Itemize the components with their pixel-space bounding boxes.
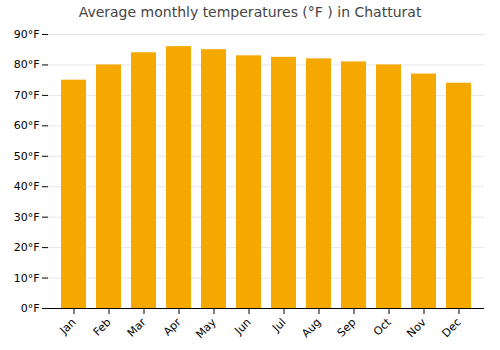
svg-text:Dec: Dec	[439, 316, 463, 340]
svg-text:Mar: Mar	[125, 315, 149, 339]
svg-text:Apr: Apr	[161, 315, 184, 338]
svg-text:30°F: 30°F	[14, 211, 40, 224]
svg-text:70°F: 70°F	[14, 89, 40, 102]
svg-text:Jun: Jun	[232, 316, 254, 338]
svg-text:50°F: 50°F	[14, 150, 40, 163]
svg-text:May: May	[193, 315, 219, 341]
svg-text:20°F: 20°F	[14, 241, 40, 254]
svg-text:60°F: 60°F	[14, 119, 40, 132]
svg-text:40°F: 40°F	[14, 180, 40, 193]
svg-text:Aug: Aug	[299, 316, 323, 340]
svg-text:10°F: 10°F	[14, 272, 40, 285]
svg-text:Sep: Sep	[335, 316, 359, 340]
svg-text:0°F: 0°F	[21, 302, 40, 315]
svg-text:Jan: Jan	[57, 316, 79, 338]
svg-text:90°F: 90°F	[14, 28, 40, 41]
svg-text:Feb: Feb	[91, 316, 114, 339]
svg-text:80°F: 80°F	[14, 58, 40, 71]
svg-text:Jul: Jul	[269, 316, 288, 335]
svg-text:Oct: Oct	[371, 315, 394, 338]
svg-text:Nov: Nov	[404, 315, 429, 340]
html-text:Average monthly temperatures (: Average monthly temperatures (°F ) in Ch…	[78, 4, 422, 20]
